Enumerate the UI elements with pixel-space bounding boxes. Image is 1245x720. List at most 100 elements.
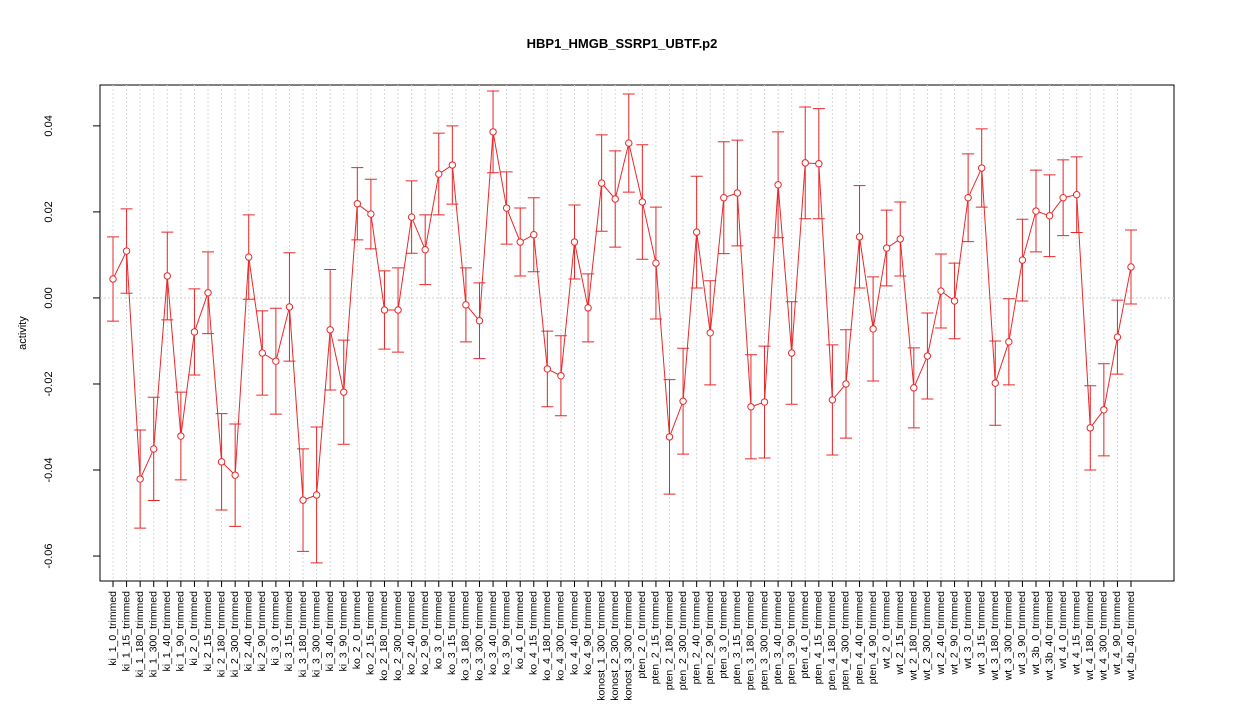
point: [760, 398, 769, 406]
x-tick-label: wt_2_180_trimmed: [908, 591, 920, 681]
x-tick-label: ki_2_180_trimmed: [215, 591, 227, 678]
point: [638, 198, 647, 206]
x-tick-label: ki_2_300_trimmed: [229, 591, 241, 678]
x-tick-label: ko_3_90_trimmed: [500, 591, 512, 675]
x-tick-label: ki_1_0_trimmed: [107, 591, 119, 666]
y-tick-label: 0.00: [43, 287, 55, 308]
x-tick-label: pten_4_0_trimmed: [799, 591, 811, 679]
point: [665, 433, 674, 441]
point: [625, 139, 633, 147]
x-tick-label: wt_3_0_trimmed: [962, 591, 974, 670]
point: [122, 247, 131, 255]
point: [448, 161, 457, 169]
y-tick-label: -0.02: [43, 371, 55, 396]
x-tick-label: ko_2_15_trimmed: [365, 591, 377, 675]
point: [177, 432, 185, 440]
x-tick-label: pten_2_15_trimmed: [650, 591, 662, 685]
point: [326, 326, 334, 334]
point: [1045, 212, 1054, 220]
x-tick-label: wt_3_180_trimmed: [989, 591, 1001, 681]
x-tick-label: ko_2_0_trimmed: [351, 591, 363, 669]
point: [950, 297, 959, 305]
x-tick-label: ko_2_90_trimmed: [419, 591, 431, 675]
x-tick-label: konost_2_300_trimmed: [609, 591, 621, 701]
point: [340, 388, 348, 396]
point: [136, 475, 144, 483]
x-tick-label: ki_1_300_trimmed: [148, 591, 160, 678]
x-tick-label: ki_2_90_trimmed: [256, 591, 268, 672]
point: [299, 496, 307, 504]
x-tick-label: wt_4_15_trimmed: [1070, 591, 1082, 676]
point: [679, 397, 687, 405]
point: [597, 179, 606, 187]
point: [272, 357, 280, 365]
x-tick-label: ko_2_180_trimmed: [378, 591, 390, 681]
point: [421, 246, 429, 254]
x-tick-label: ki_1_180_trimmed: [134, 591, 146, 678]
point: [910, 384, 918, 392]
x-tick-label: ki_1_15_trimmed: [120, 591, 132, 672]
y-axis-label: activity: [17, 316, 29, 350]
x-tick-label: wt_4_180_trimmed: [1084, 591, 1096, 681]
x-tick-label: ki_2_40_trimmed: [243, 591, 255, 672]
x-tick-label: pten_3_300_trimmed: [758, 591, 770, 690]
x-tick-label: wt_3_300_trimmed: [1003, 591, 1015, 681]
x-tick-label: wt_2_15_trimmed: [894, 591, 906, 676]
point: [1073, 190, 1081, 199]
x-tick-label: ko_4_0_trimmed: [514, 591, 526, 669]
x-tick-label: pten_3_180_trimmed: [745, 591, 757, 690]
point: [733, 189, 742, 197]
x-tick-label: wt_4_90_trimmed: [1111, 591, 1123, 676]
point: [787, 349, 796, 357]
x-tick-label: pten_3_0_trimmed: [718, 591, 730, 679]
point: [407, 213, 416, 221]
point: [204, 289, 212, 297]
x-tick-label: wt_4_300_trimmed: [1098, 591, 1110, 681]
point: [1113, 333, 1122, 341]
point: [855, 233, 864, 241]
x-tick-label: pten_4_15_trimmed: [813, 591, 825, 685]
x-tick-label: ko_4_40_trimmed: [568, 591, 580, 675]
point: [1059, 194, 1067, 202]
point: [530, 231, 538, 239]
x-tick-label: pten_4_40_trimmed: [853, 591, 865, 685]
point: [380, 306, 389, 314]
x-tick-label: wt_2_90_trimmed: [948, 591, 960, 676]
point: [285, 303, 294, 311]
point: [557, 372, 565, 380]
point: [367, 210, 375, 218]
x-tick-label: pten_4_90_trimmed: [867, 591, 879, 685]
x-tick-label: ko_4_90_trimmed: [582, 591, 594, 675]
x-tick-label: pten_2_300_trimmed: [677, 591, 689, 690]
x-tick-label: wt_2_300_trimmed: [921, 591, 933, 681]
point: [150, 445, 158, 453]
x-tick-label: ki_1_40_trimmed: [161, 591, 173, 672]
chart-title: HBP1_HMGB_SSRP1_UBTF.p2: [527, 36, 718, 51]
point: [964, 194, 972, 202]
point: [1127, 263, 1135, 271]
y-tick-label: 0.02: [43, 201, 55, 222]
point: [475, 317, 484, 325]
point: [1005, 338, 1013, 346]
point: [312, 491, 321, 499]
x-tick-label: pten_3_15_trimmed: [731, 591, 743, 685]
x-tick-label: ko_4_180_trimmed: [541, 591, 553, 681]
x-tick-label: pten_4_180_trimmed: [826, 591, 838, 690]
x-tick-label: wt_4_0_trimmed: [1057, 591, 1069, 670]
point: [489, 128, 497, 136]
x-tick-label: konost_3_300_trimmed: [623, 591, 635, 701]
x-tick-label: ki_2_15_trimmed: [202, 591, 214, 672]
x-tick-label: ki_3_40_trimmed: [324, 591, 336, 672]
point: [109, 275, 117, 283]
point: [1100, 406, 1108, 414]
point: [435, 170, 443, 178]
point: [842, 380, 850, 388]
x-tick-label: ki_3_0_trimmed: [270, 591, 282, 666]
x-tick-label: ko_2_300_trimmed: [392, 591, 404, 681]
x-tick-label: ko_3_180_trimmed: [460, 591, 472, 681]
point: [869, 325, 877, 333]
point: [570, 238, 579, 246]
point: [1086, 424, 1094, 432]
point: [245, 253, 253, 261]
